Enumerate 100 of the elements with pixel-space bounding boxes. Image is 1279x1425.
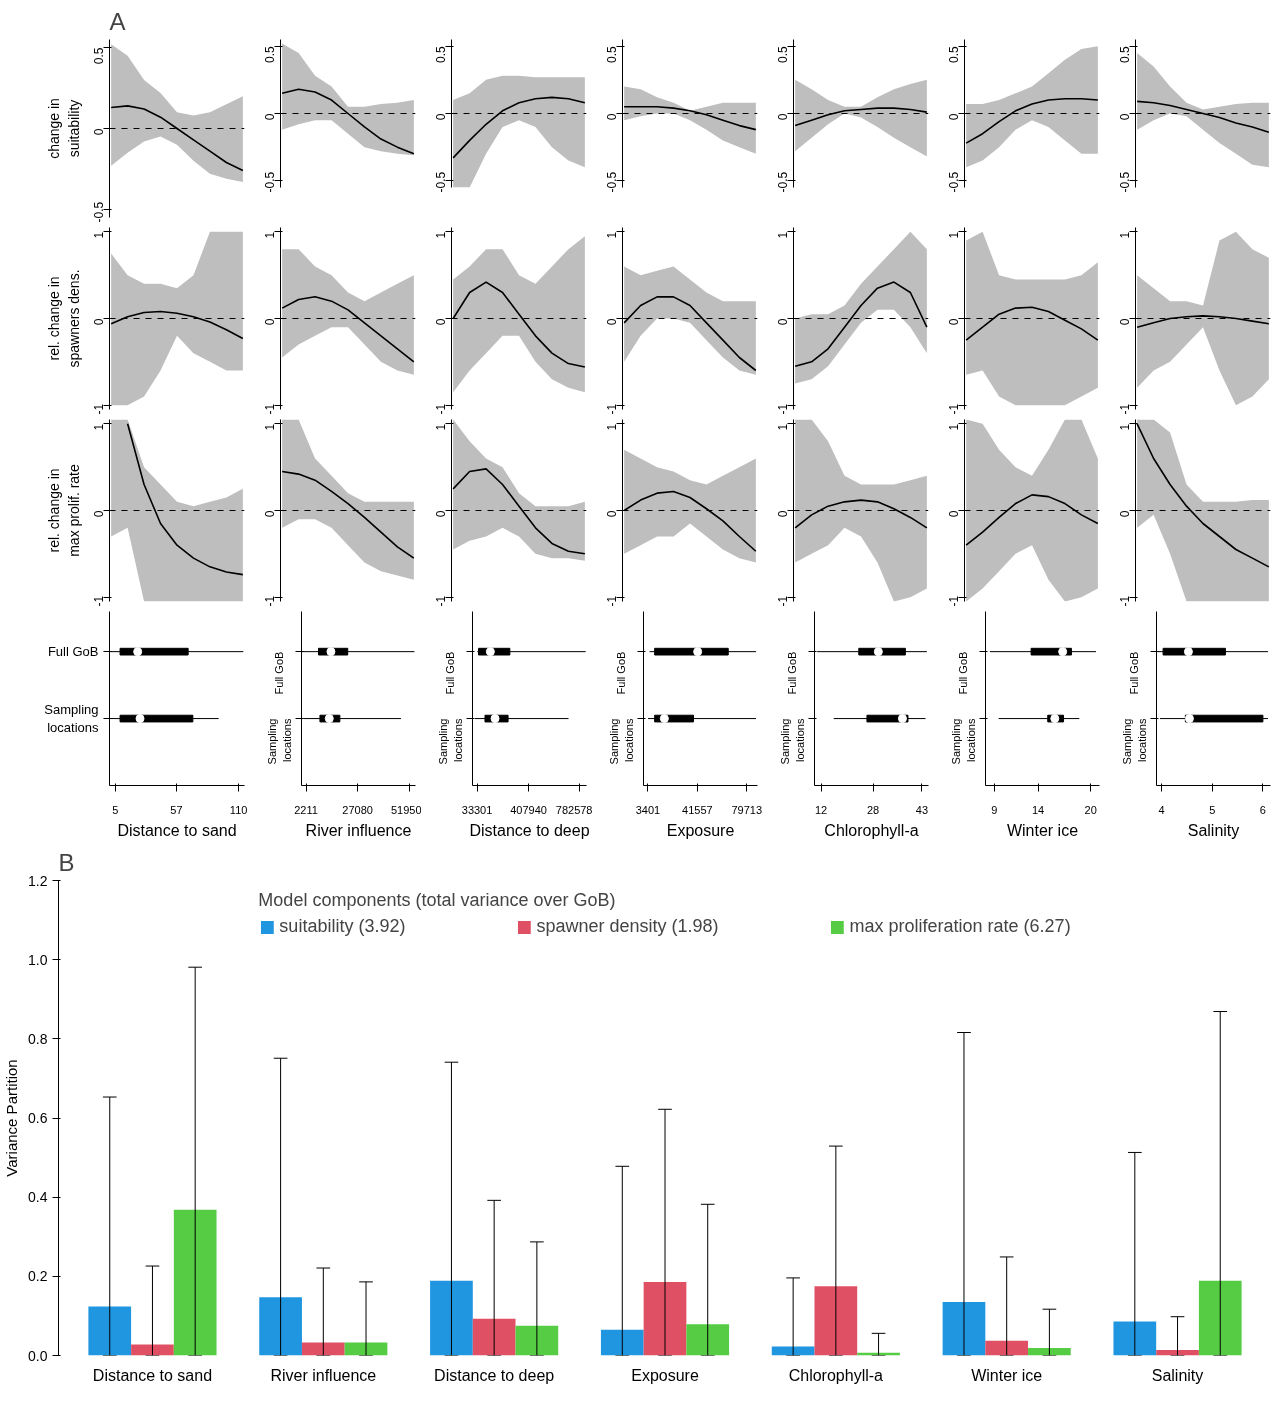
x-tick-label: 2211 <box>294 803 318 816</box>
x-tick-label: 4 <box>1158 803 1165 816</box>
y-tick-label: Full GoB <box>47 644 99 660</box>
y-tick-label: 0 <box>947 113 961 121</box>
y-tick-label: 0 <box>947 318 961 326</box>
y-axis-title: rel. change in max prolif. rate <box>46 463 82 557</box>
y-tick-label: 1 <box>605 231 619 239</box>
y-tick-label: 0.5 <box>605 45 619 63</box>
y-tick-label: -0.5 <box>947 171 961 193</box>
x-tick-label: 5 <box>1209 803 1216 816</box>
x-tick-label: 14 <box>1032 803 1045 816</box>
x-tick-label: 110 <box>229 803 248 816</box>
y-tick-label: 0.8 <box>28 1030 48 1047</box>
y-tick-label: 0 <box>1118 510 1132 518</box>
x-tick-label: 6 <box>1259 803 1266 816</box>
y-tick-label: 0.6 <box>28 1110 48 1126</box>
x-tick-label: 407940 <box>510 803 547 816</box>
y-tick-label: 1 <box>92 231 106 239</box>
y-tick-label: Sampling locations <box>779 718 806 765</box>
y-axis-title: rel. change in spawners dens. <box>46 269 82 368</box>
y-tick-label: -0.5 <box>776 171 790 193</box>
y-tick-label: -1 <box>605 403 619 415</box>
y-tick-label: -0.5 <box>263 171 277 193</box>
y-tick-label: 1 <box>1118 423 1132 431</box>
y-tick-label: 0 <box>92 510 106 518</box>
y-tick-label: 0 <box>1118 318 1132 326</box>
y-tick-label: -1 <box>947 595 961 607</box>
y-tick-label: -0.5 <box>434 171 448 193</box>
x-tick-label: 782578 <box>555 803 593 816</box>
x-tick-label: 9 <box>991 803 998 816</box>
y-tick-label: 0 <box>776 318 790 326</box>
x-tick-label: Chlorophyll-a <box>788 1366 884 1384</box>
y-tick-label: Sampling locations <box>266 718 293 765</box>
x-tick-label: Salinity <box>1151 1366 1204 1384</box>
x-tick-label: 27080 <box>342 803 373 816</box>
y-tick-label: Sampling locations <box>1121 718 1148 765</box>
y-tick-label: 1 <box>605 423 619 431</box>
y-tick-label: 0.5 <box>263 45 277 63</box>
y-tick-label: -1 <box>263 595 277 607</box>
x-tick-label: 3401 <box>635 803 661 816</box>
y-tick-label: 0.5 <box>776 45 790 63</box>
y-tick-label: Sampling locations <box>44 702 99 736</box>
y-tick-label: Sampling locations <box>437 718 464 765</box>
y-tick-label: 1 <box>1118 231 1132 239</box>
x-tick-label: Distance to sand <box>92 1366 213 1384</box>
y-tick-label: 1 <box>263 423 277 431</box>
y-tick-label: -1 <box>947 403 961 415</box>
y-tick-label: -1 <box>1118 595 1132 607</box>
x-tick-label: 41557 <box>682 803 713 816</box>
y-tick-label: 0 <box>92 318 106 326</box>
y-tick-label: Sampling locations <box>950 718 977 765</box>
x-axis-title: Chlorophyll-a <box>824 821 919 839</box>
y-tick-label: Sampling locations <box>608 718 635 765</box>
y-tick-label: 1 <box>947 231 961 239</box>
text: A <box>109 7 126 35</box>
x-axis-title: Salinity <box>1187 821 1240 839</box>
x-tick-label: 33301 <box>461 803 493 816</box>
y-tick-label: Full GoB <box>1128 651 1141 695</box>
y-tick-label: -0.5 <box>1118 171 1132 193</box>
y-tick-label: -1 <box>1118 403 1132 415</box>
legend-label: spawner density (1.98) <box>536 916 719 937</box>
y-tick-label: -1 <box>434 403 448 415</box>
y-tick-label: 1.2 <box>28 872 48 889</box>
y-tick-label: 0.5 <box>434 45 448 63</box>
y-tick-label: 0 <box>434 318 448 326</box>
x-axis-title: Exposure <box>666 821 735 839</box>
x-axis-title: Winter ice <box>1006 821 1079 839</box>
y-tick-label: -1 <box>605 595 619 607</box>
x-axis-title: River influence <box>305 821 412 839</box>
y-tick-label: 0 <box>263 318 277 326</box>
y-tick-label: Full GoB <box>957 651 970 695</box>
y-tick-label: Full GoB <box>444 651 457 695</box>
y-tick-label: -1 <box>776 403 790 415</box>
y-tick-label: 1 <box>263 231 277 239</box>
y-tick-label: -1 <box>263 403 277 415</box>
y-tick-label: 0.5 <box>1118 45 1132 63</box>
y-tick-label: 1.0 <box>28 951 48 968</box>
y-tick-label: 0 <box>92 128 106 136</box>
y-tick-label: Full GoB <box>273 651 286 695</box>
x-tick-label: 43 <box>915 803 929 816</box>
x-tick-label: Winter ice <box>971 1366 1043 1384</box>
x-tick-label: 5 <box>112 803 119 816</box>
y-tick-label: 0.4 <box>28 1189 48 1206</box>
x-tick-label: Exposure <box>631 1366 699 1384</box>
x-axis-title: Distance to sand <box>117 821 237 839</box>
y-tick-label: 1 <box>776 231 790 239</box>
y-tick-label: 0 <box>776 510 790 518</box>
x-tick-label: 57 <box>170 803 183 816</box>
y-tick-label: -1 <box>92 403 106 415</box>
y-tick-label: -0.5 <box>605 171 619 193</box>
y-tick-label: 0 <box>605 113 619 121</box>
y-tick-label: 0.2 <box>28 1268 48 1285</box>
legend-label: max proliferation rate (6.27) <box>849 916 1071 937</box>
y-tick-label: 0 <box>263 113 277 121</box>
y-axis-title: change in suitability <box>46 98 82 159</box>
y-tick-label: 1 <box>434 423 448 431</box>
x-tick-label: 20 <box>1084 803 1097 816</box>
y-tick-label: 0.5 <box>92 47 106 65</box>
x-tick-label: 79713 <box>731 803 763 816</box>
y-tick-label: 0 <box>434 113 448 121</box>
